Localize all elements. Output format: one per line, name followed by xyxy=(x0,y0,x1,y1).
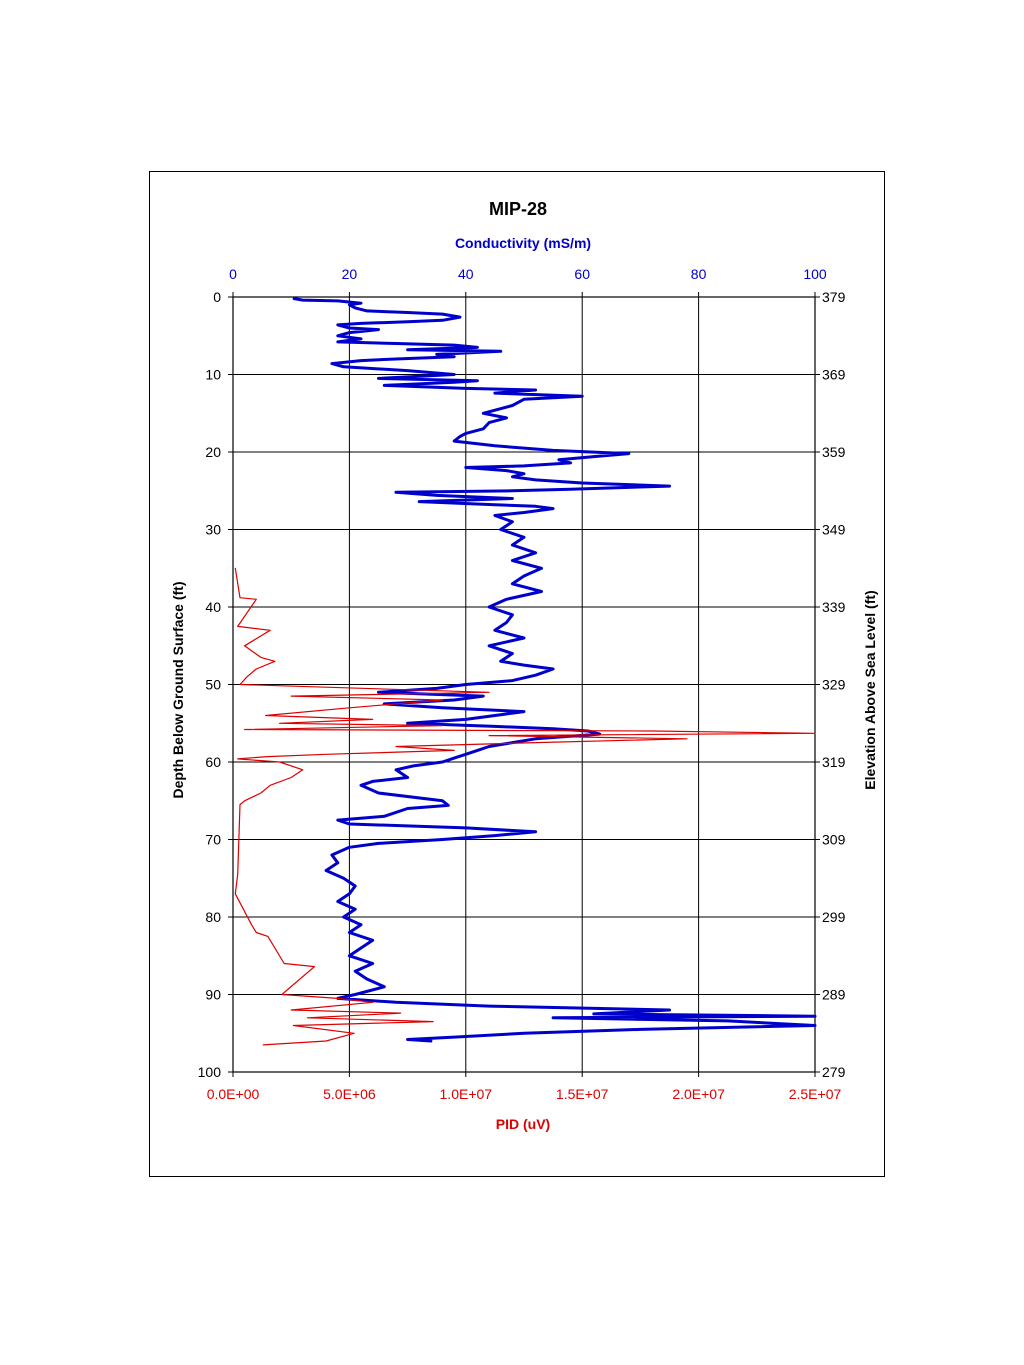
left-tick-label: 70 xyxy=(205,832,221,848)
left-tick-label: 50 xyxy=(205,677,221,693)
right-tick-label: 369 xyxy=(822,367,846,383)
top-axis-label: Conductivity (mS/m) xyxy=(455,235,591,251)
chart-title: MIP-28 xyxy=(489,199,547,219)
left-tick-label: 90 xyxy=(205,987,221,1003)
left-axis-label: Depth Below Ground Surface (ft) xyxy=(170,582,186,799)
left-tick-label: 20 xyxy=(205,444,221,460)
top-tick-label: 60 xyxy=(574,266,590,282)
bottom-tick-label: 5.0E+06 xyxy=(323,1086,376,1102)
right-tick-label: 279 xyxy=(822,1064,846,1080)
right-axis-label: Elevation Above Sea Level (ft) xyxy=(862,590,878,789)
right-tick-label: 349 xyxy=(822,522,846,538)
top-tick-label: 100 xyxy=(803,266,827,282)
left-tick-label: 100 xyxy=(198,1064,222,1080)
right-tick-label: 339 xyxy=(822,599,846,615)
left-tick-label: 0 xyxy=(213,289,221,305)
conductivity-series-line xyxy=(292,297,817,1043)
bottom-tick-label: 2.0E+07 xyxy=(672,1086,725,1102)
left-tick-label: 30 xyxy=(205,522,221,538)
top-tick-label: 40 xyxy=(458,266,474,282)
top-tick-label: 20 xyxy=(342,266,358,282)
chart-frame xyxy=(149,171,885,1177)
right-tick-label: 309 xyxy=(822,832,846,848)
bottom-tick-label: 2.5E+07 xyxy=(789,1086,842,1102)
bottom-tick-label: 1.5E+07 xyxy=(556,1086,609,1102)
right-tick-label: 319 xyxy=(822,754,846,770)
left-tick-label: 10 xyxy=(205,367,221,383)
left-tick-label: 80 xyxy=(205,909,221,925)
right-tick-label: 359 xyxy=(822,444,846,460)
right-tick-label: 329 xyxy=(822,677,846,693)
right-tick-label: 299 xyxy=(822,909,846,925)
left-tick-label: 40 xyxy=(205,599,221,615)
left-tick-label: 60 xyxy=(205,754,221,770)
right-tick-label: 379 xyxy=(822,289,846,305)
top-tick-label: 80 xyxy=(691,266,707,282)
bottom-axis-label: PID (uV) xyxy=(496,1116,550,1132)
top-tick-label: 0 xyxy=(229,266,237,282)
right-tick-label: 289 xyxy=(822,987,846,1003)
bottom-tick-label: 1.0E+07 xyxy=(440,1086,493,1102)
pid-series-line xyxy=(234,567,816,1046)
bottom-tick-label: 0.0E+00 xyxy=(207,1086,260,1102)
